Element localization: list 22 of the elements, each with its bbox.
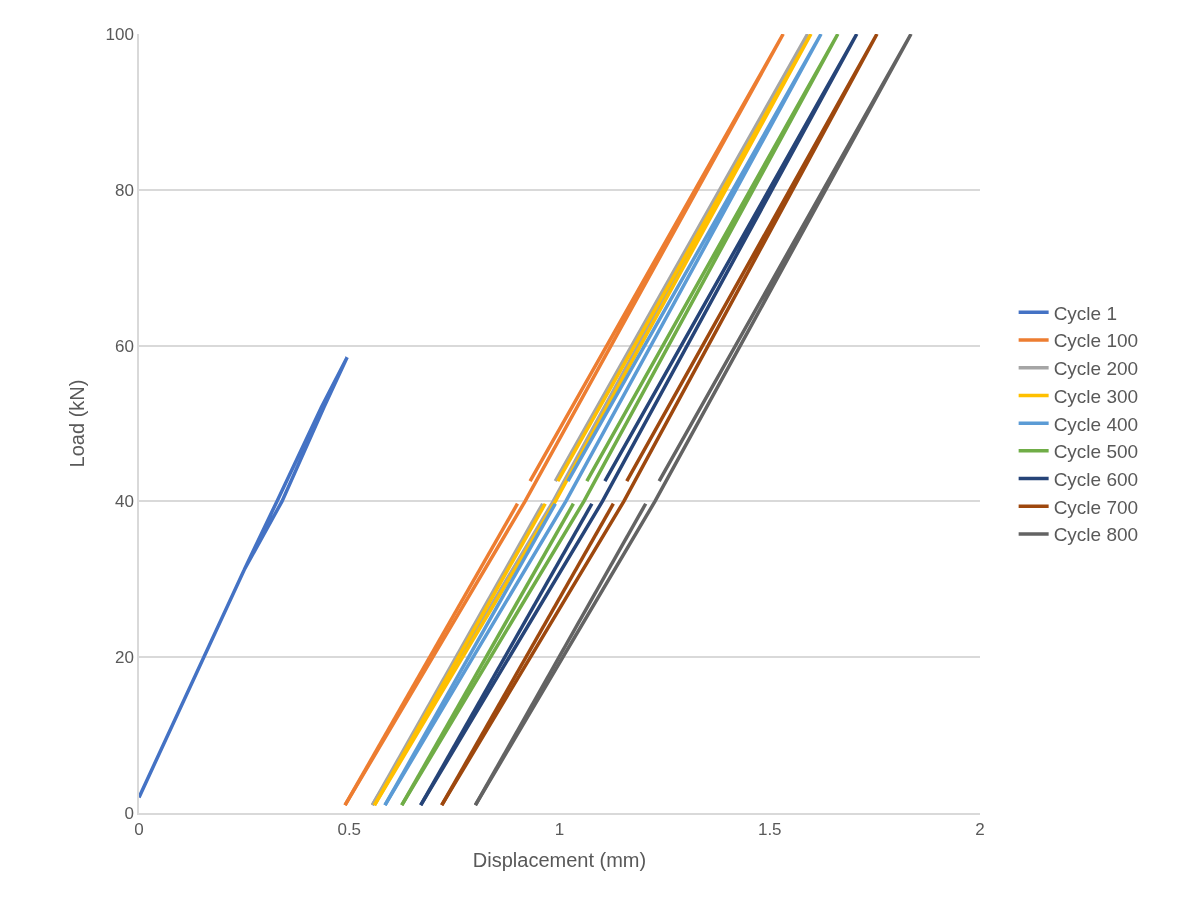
legend-label: Cycle 100	[1053, 330, 1139, 352]
legend-label: Cycle 500	[1053, 441, 1139, 463]
x-tick-label: 0.5	[337, 820, 362, 840]
legend-label: Cycle 600	[1053, 468, 1139, 490]
y-tick-label: 80	[114, 180, 134, 200]
y-axis-title: Load (kN)	[66, 379, 89, 468]
legend-label: Cycle 800	[1053, 524, 1139, 546]
legend-label: Cycle 1	[1053, 302, 1117, 324]
legend-label: Cycle 400	[1053, 413, 1139, 435]
y-tick-label: 100	[105, 24, 134, 44]
x-tick-label: 2	[975, 820, 985, 840]
legend-label: Cycle 200	[1053, 358, 1139, 380]
y-tick-label: 40	[114, 492, 134, 512]
x-axis-title: Displacement (mm)	[472, 849, 647, 872]
line-series	[139, 355, 349, 800]
legend-label: Cycle 300	[1053, 385, 1139, 407]
y-tick-label: 0	[124, 803, 134, 823]
x-tick-label: 1	[554, 820, 565, 840]
y-tick-label: 60	[114, 336, 134, 356]
y-tick-label: 20	[114, 648, 134, 668]
x-tick-label: 1.5	[757, 820, 782, 840]
legend-label: Cycle 700	[1053, 496, 1139, 518]
